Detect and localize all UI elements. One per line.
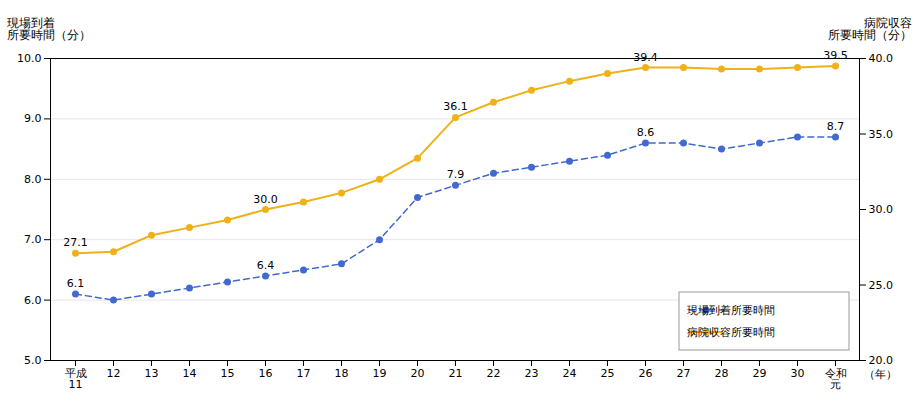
svg-text:26: 26 bbox=[639, 367, 653, 380]
svg-text:17: 17 bbox=[297, 367, 311, 380]
svg-text:19: 19 bbox=[373, 367, 387, 380]
svg-text:令和元: 令和元 bbox=[825, 367, 847, 391]
svg-text:25.0: 25.0 bbox=[869, 279, 894, 292]
svg-text:39.4: 39.4 bbox=[633, 51, 658, 64]
svg-text:現場到着所要時間: 現場到着所要時間 bbox=[687, 304, 775, 317]
svg-text:24: 24 bbox=[563, 367, 577, 380]
svg-text:40.0: 40.0 bbox=[869, 52, 894, 65]
svg-text:7.0: 7.0 bbox=[24, 233, 42, 246]
svg-text:20.0: 20.0 bbox=[869, 354, 894, 367]
svg-text:5.0: 5.0 bbox=[24, 354, 42, 367]
svg-text:13: 13 bbox=[145, 367, 159, 380]
svg-text:29: 29 bbox=[753, 367, 767, 380]
svg-text:14: 14 bbox=[183, 367, 197, 380]
svg-text:6.0: 6.0 bbox=[24, 294, 42, 307]
svg-text:現場到着所要時間（分）: 現場到着所要時間（分） bbox=[7, 16, 91, 42]
svg-text:8.7: 8.7 bbox=[827, 120, 845, 133]
svg-text:病院収容所要時間: 病院収容所要時間 bbox=[687, 326, 775, 339]
svg-text:27.1: 27.1 bbox=[63, 236, 88, 249]
svg-text:30.0: 30.0 bbox=[869, 203, 894, 216]
svg-text:8.0: 8.0 bbox=[24, 173, 42, 186]
svg-text:9.0: 9.0 bbox=[24, 112, 42, 125]
svg-text:平成11: 平成11 bbox=[65, 367, 87, 391]
svg-text:6.4: 6.4 bbox=[257, 259, 275, 272]
svg-text:8.6: 8.6 bbox=[637, 126, 655, 139]
svg-text:30: 30 bbox=[791, 367, 805, 380]
svg-text:36.1: 36.1 bbox=[443, 100, 468, 113]
svg-text:15: 15 bbox=[221, 367, 235, 380]
svg-text:27: 27 bbox=[677, 367, 691, 380]
svg-text:20: 20 bbox=[411, 367, 425, 380]
svg-text:6.1: 6.1 bbox=[67, 277, 85, 290]
svg-text:（年）: （年） bbox=[864, 368, 897, 381]
svg-text:22: 22 bbox=[487, 367, 501, 380]
svg-text:病院収容所要時間（分）: 病院収容所要時間（分） bbox=[828, 16, 912, 42]
svg-text:25: 25 bbox=[601, 367, 615, 380]
svg-text:23: 23 bbox=[525, 367, 539, 380]
svg-text:35.0: 35.0 bbox=[869, 128, 894, 141]
svg-text:10.0: 10.0 bbox=[17, 52, 42, 65]
svg-text:39.5: 39.5 bbox=[823, 49, 848, 62]
svg-text:18: 18 bbox=[335, 367, 349, 380]
svg-text:16: 16 bbox=[259, 367, 273, 380]
svg-text:21: 21 bbox=[449, 367, 463, 380]
svg-text:7.9: 7.9 bbox=[447, 168, 465, 181]
svg-text:28: 28 bbox=[715, 367, 729, 380]
svg-text:30.0: 30.0 bbox=[253, 193, 278, 206]
svg-text:12: 12 bbox=[107, 367, 121, 380]
